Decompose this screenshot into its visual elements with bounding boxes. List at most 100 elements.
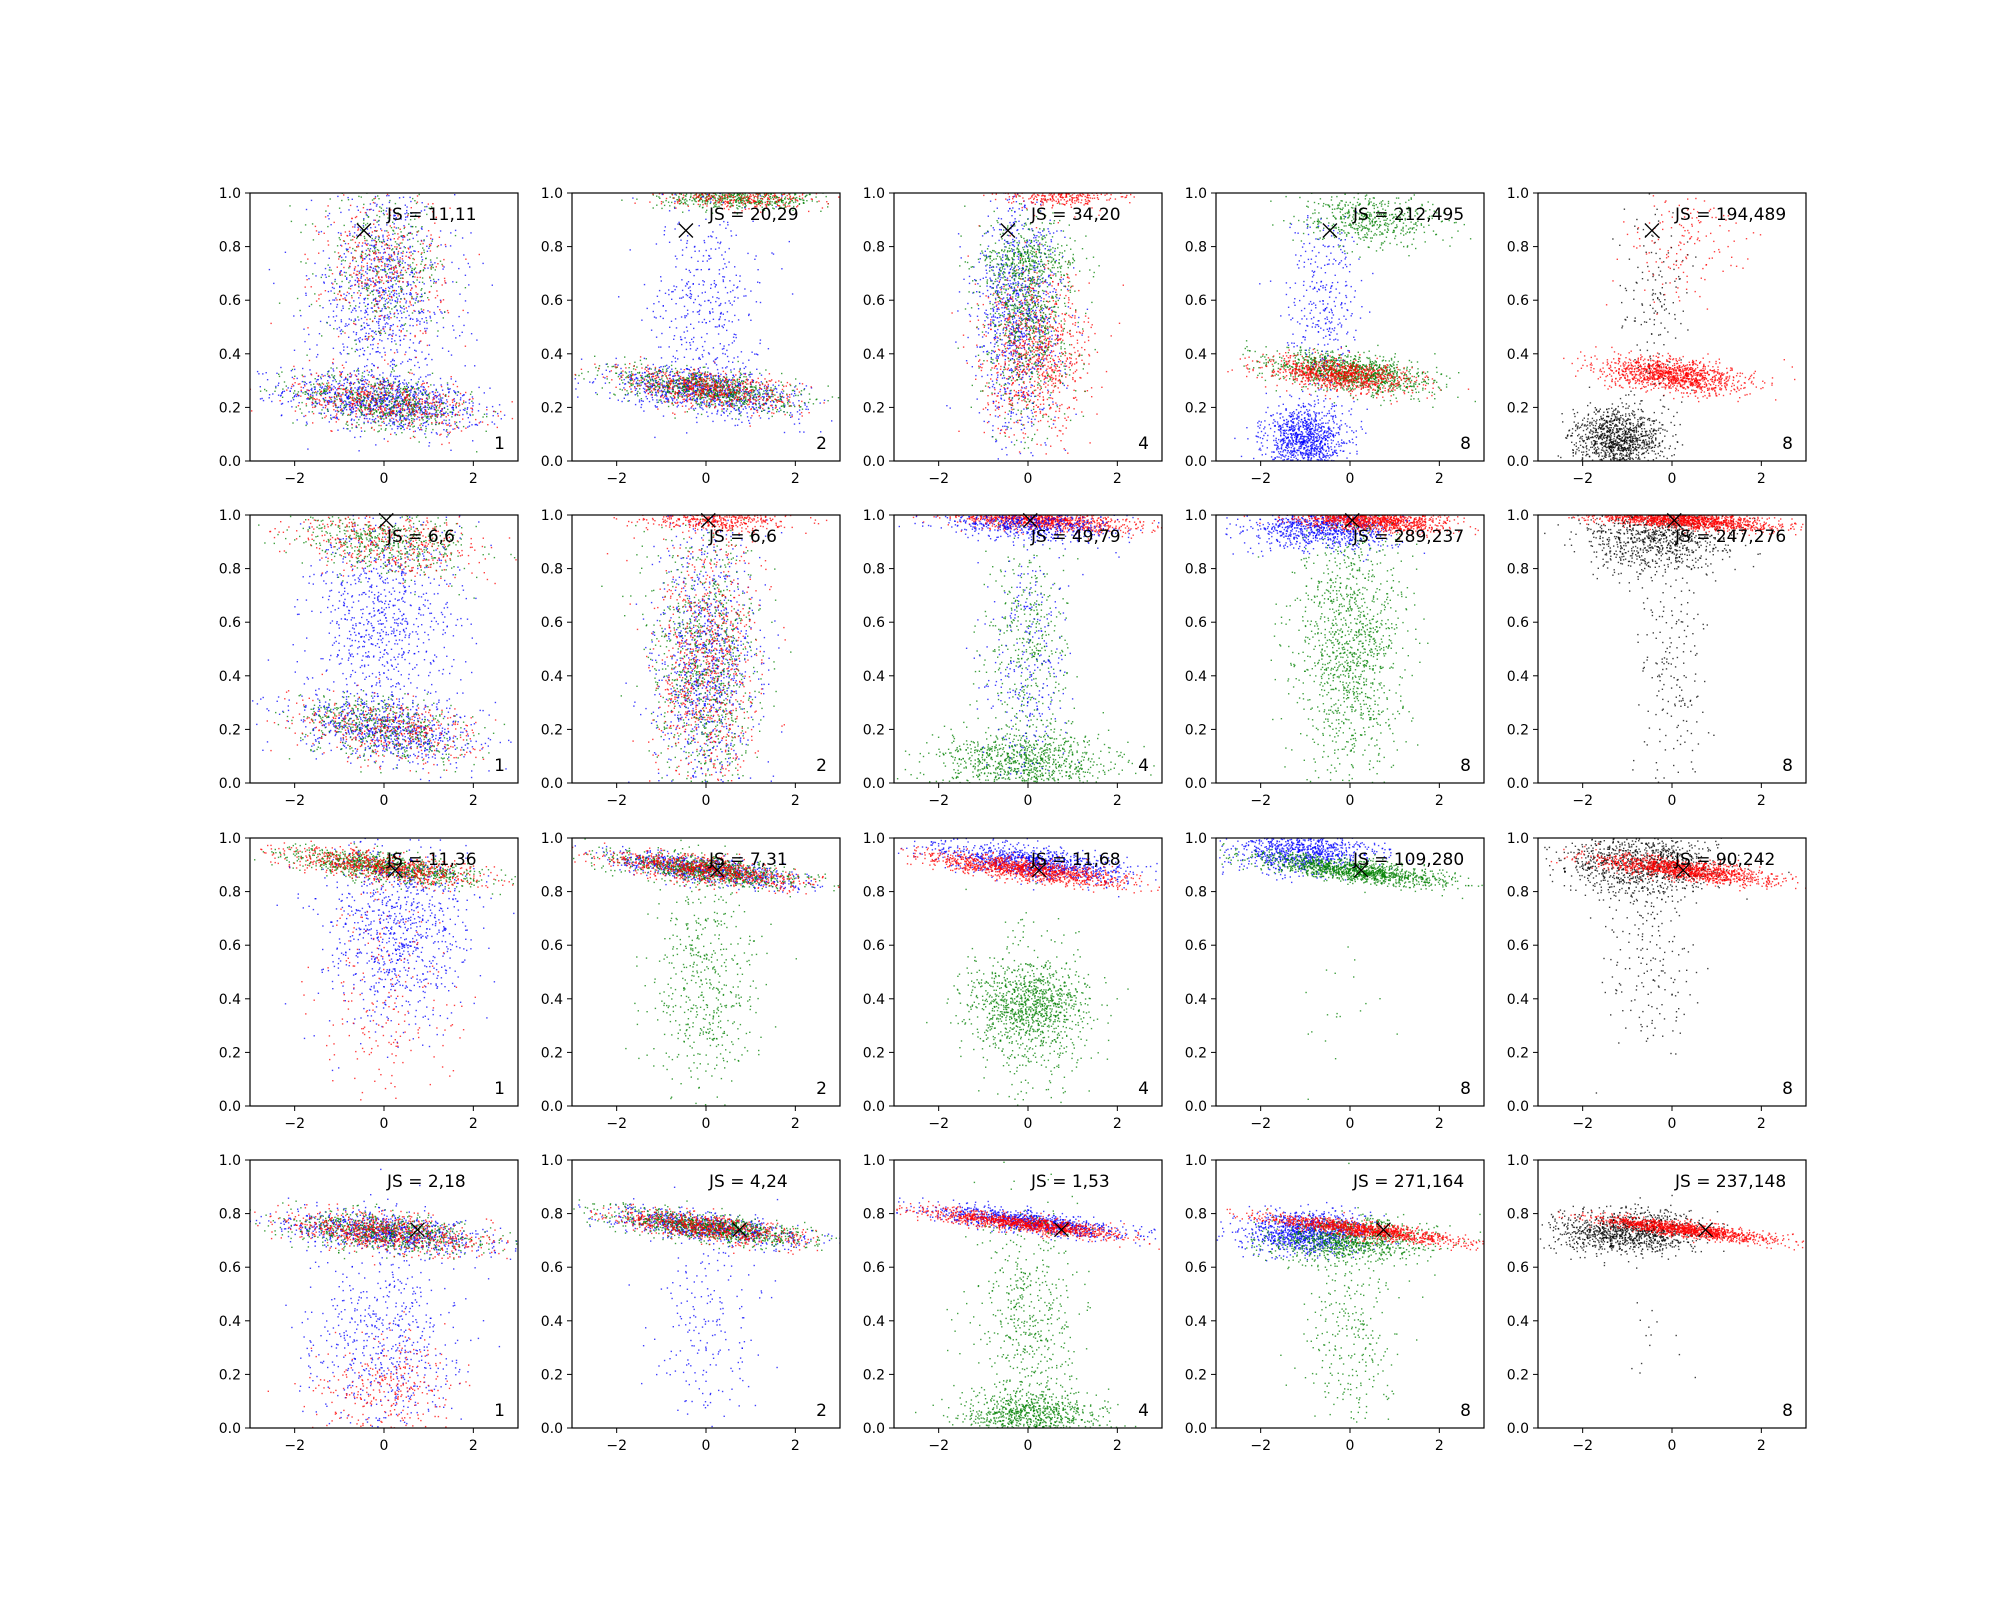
scatter-point xyxy=(661,402,663,404)
scatter-point xyxy=(376,221,378,223)
scatter-point xyxy=(375,241,377,243)
scatter-point xyxy=(703,392,705,394)
scatter-point xyxy=(298,394,300,397)
scatter-point xyxy=(685,405,687,407)
scatter-point xyxy=(365,378,367,381)
scatter-point xyxy=(698,356,700,359)
scatter-point xyxy=(402,293,405,295)
scatter-point xyxy=(598,365,601,367)
scatter-point xyxy=(728,378,731,381)
scatter-point xyxy=(373,239,375,241)
scatter-point xyxy=(378,330,380,333)
scatter-point xyxy=(282,388,284,390)
scatter-point xyxy=(387,395,390,397)
scatter-point xyxy=(376,303,379,305)
scatter-point xyxy=(711,412,713,415)
scatter-point xyxy=(340,232,342,235)
scatter-point xyxy=(369,244,371,246)
scatter-point xyxy=(795,394,797,397)
scatter-point xyxy=(371,277,374,279)
scatter-point xyxy=(726,385,729,387)
scatter-point xyxy=(432,413,434,415)
scatter-point xyxy=(414,392,416,394)
scatter-point xyxy=(343,406,345,409)
scatter-point xyxy=(314,401,316,403)
scatter-point xyxy=(382,289,385,291)
scatter-point xyxy=(391,338,393,340)
scatter-point xyxy=(627,400,629,402)
scatter-point xyxy=(384,394,386,396)
scatter-point xyxy=(419,412,421,414)
scatter-point xyxy=(365,407,367,409)
scatter-point xyxy=(672,375,674,378)
scatter-point xyxy=(701,396,704,399)
scatter-point xyxy=(324,393,327,395)
scatter-point xyxy=(408,395,411,397)
scatter-point xyxy=(374,385,376,387)
scatter-point xyxy=(803,388,806,390)
scatter-point xyxy=(383,387,385,389)
scatter-point xyxy=(352,309,354,311)
scatter-point xyxy=(412,393,415,396)
scatter-point xyxy=(387,275,390,278)
scatter-point xyxy=(406,389,408,391)
scatter-point xyxy=(732,381,734,383)
scatter-point xyxy=(368,254,370,256)
scatter-point xyxy=(348,209,350,211)
scatter-point xyxy=(435,282,437,284)
scatter-point xyxy=(798,418,800,420)
scatter-point xyxy=(661,394,663,396)
scatter-point xyxy=(399,214,402,216)
scatter-point xyxy=(419,320,421,323)
scatter-point xyxy=(310,303,313,306)
scatter-point xyxy=(387,379,389,381)
scatter-point xyxy=(373,252,375,255)
scatter-point xyxy=(376,400,378,402)
scatter-point xyxy=(315,356,318,358)
scatter-point xyxy=(685,395,687,397)
scatter-point xyxy=(664,365,666,367)
scatter-point xyxy=(672,404,675,406)
scatter-point xyxy=(270,322,272,325)
scatter-point xyxy=(407,247,409,249)
scatter-point xyxy=(373,429,375,431)
scatter-point xyxy=(380,315,382,317)
scatter-point xyxy=(389,199,391,202)
scatter-point xyxy=(388,307,390,309)
scatter-point xyxy=(396,275,398,277)
scatter-point xyxy=(744,399,746,402)
scatter-point xyxy=(431,413,433,415)
scatter-point xyxy=(378,292,381,294)
scatter-point xyxy=(325,390,328,392)
scatter-point xyxy=(305,294,307,296)
scatter-point xyxy=(705,397,707,399)
scatter-point xyxy=(359,294,361,297)
scatter-point xyxy=(367,303,369,306)
scatter-point xyxy=(654,367,657,370)
scatter-point xyxy=(336,367,338,369)
scatter-point xyxy=(431,422,433,424)
scatter-point xyxy=(476,339,478,341)
scatter-point xyxy=(437,245,440,247)
scatter-point xyxy=(383,291,385,293)
scatter-point xyxy=(458,315,460,318)
scatter-point xyxy=(648,385,650,387)
scatter-point xyxy=(424,405,426,407)
scatter-point xyxy=(739,395,741,398)
scatter-point xyxy=(398,388,401,391)
scatter-point xyxy=(462,413,464,416)
scatter-point xyxy=(339,272,341,274)
scatter-point xyxy=(352,399,354,401)
scatter-point xyxy=(337,406,340,408)
scatter-point xyxy=(410,304,412,306)
scatter-point xyxy=(341,274,343,276)
scatter-point xyxy=(739,369,741,371)
scatter-point xyxy=(390,267,392,270)
scatter-point xyxy=(308,411,310,413)
scatter-point xyxy=(403,383,405,385)
scatter-point xyxy=(408,408,410,410)
scatter-point xyxy=(407,213,410,215)
scatter-point xyxy=(624,356,626,358)
scatter-point xyxy=(354,319,357,322)
scatter-point xyxy=(765,380,768,383)
